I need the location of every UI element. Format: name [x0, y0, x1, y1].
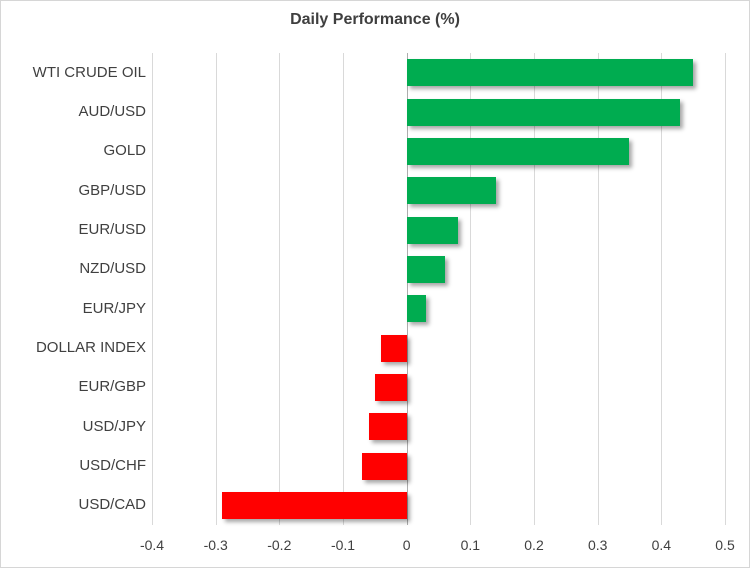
zero-axis-line — [406, 53, 408, 525]
gridline — [534, 53, 535, 525]
bar-usd-cad — [222, 491, 407, 519]
category-label: USD/CAD — [78, 496, 146, 514]
x-tick-label: 0.1 — [460, 537, 481, 553]
category-label: NZD/USD — [79, 260, 146, 278]
bar-nzd-usd — [406, 255, 445, 283]
category-label: WTI CRUDE OIL — [32, 63, 146, 81]
bar-usd-jpy — [368, 413, 407, 441]
bar-wti-crude-oil — [406, 59, 694, 87]
gridline — [279, 53, 281, 525]
gridline — [661, 53, 663, 525]
category-label: AUD/USD — [78, 103, 146, 120]
category-label: EUR/USD — [78, 221, 146, 238]
bar-eur-jpy — [406, 295, 426, 323]
x-tick-label: -0.3 — [203, 537, 228, 553]
x-tick-label: -0.1 — [330, 537, 356, 553]
bar-eur-gbp — [374, 373, 407, 401]
x-tick-label: 0.5 — [715, 537, 735, 553]
category-label: EUR/GBP — [78, 378, 146, 396]
gridline — [215, 53, 217, 525]
gridline — [597, 53, 599, 525]
gridline — [470, 53, 472, 525]
x-tick-label: 0.3 — [587, 537, 608, 553]
category-label: EUR/JPY — [82, 299, 146, 317]
category-label: USD/CHF — [79, 457, 146, 474]
x-tick-label: -0.4 — [139, 537, 165, 553]
category-label: GBP/USD — [78, 181, 146, 199]
x-tick-label: 0 — [402, 537, 411, 553]
bar-gold — [406, 137, 630, 165]
bar-usd-chf — [362, 452, 407, 480]
x-tick-label: 0.4 — [651, 537, 672, 553]
category-label: GOLD — [103, 142, 146, 160]
x-tick-label: -0.2 — [267, 537, 292, 553]
category-label: USD/JPY — [82, 417, 146, 435]
bar-dollar-index — [381, 334, 407, 362]
bar-gbp-usd — [406, 177, 496, 205]
chart-title: Daily Performance (%) — [290, 11, 460, 28]
gridline — [725, 53, 726, 525]
x-tick-label: 0.2 — [524, 537, 544, 553]
gridline — [152, 53, 153, 525]
bar-aud-usd — [406, 98, 681, 126]
bar-eur-usd — [406, 216, 458, 244]
category-label: DOLLAR INDEX — [35, 339, 146, 356]
gridline — [343, 53, 344, 525]
